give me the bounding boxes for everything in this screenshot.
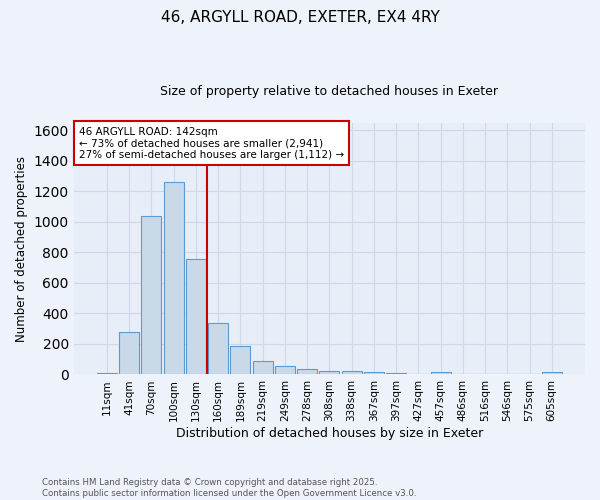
Bar: [275, 366, 295, 374]
Bar: [542, 372, 562, 374]
Bar: [186, 258, 206, 374]
Bar: [319, 370, 340, 374]
Text: 46 ARGYLL ROAD: 142sqm
← 73% of detached houses are smaller (2,941)
27% of semi-: 46 ARGYLL ROAD: 142sqm ← 73% of detached…: [79, 126, 344, 160]
Bar: [142, 216, 161, 374]
Bar: [341, 372, 362, 374]
Bar: [97, 373, 117, 374]
Bar: [208, 324, 228, 374]
Bar: [253, 362, 272, 374]
Bar: [431, 372, 451, 374]
Bar: [119, 332, 139, 374]
Text: Contains HM Land Registry data © Crown copyright and database right 2025.
Contai: Contains HM Land Registry data © Crown c…: [42, 478, 416, 498]
Text: 46, ARGYLL ROAD, EXETER, EX4 4RY: 46, ARGYLL ROAD, EXETER, EX4 4RY: [161, 10, 439, 25]
Y-axis label: Number of detached properties: Number of detached properties: [15, 156, 28, 342]
Bar: [386, 373, 406, 374]
Bar: [297, 369, 317, 374]
Bar: [164, 182, 184, 374]
Bar: [230, 346, 250, 374]
X-axis label: Distribution of detached houses by size in Exeter: Distribution of detached houses by size …: [176, 427, 483, 440]
Title: Size of property relative to detached houses in Exeter: Size of property relative to detached ho…: [160, 85, 499, 98]
Bar: [364, 372, 384, 374]
